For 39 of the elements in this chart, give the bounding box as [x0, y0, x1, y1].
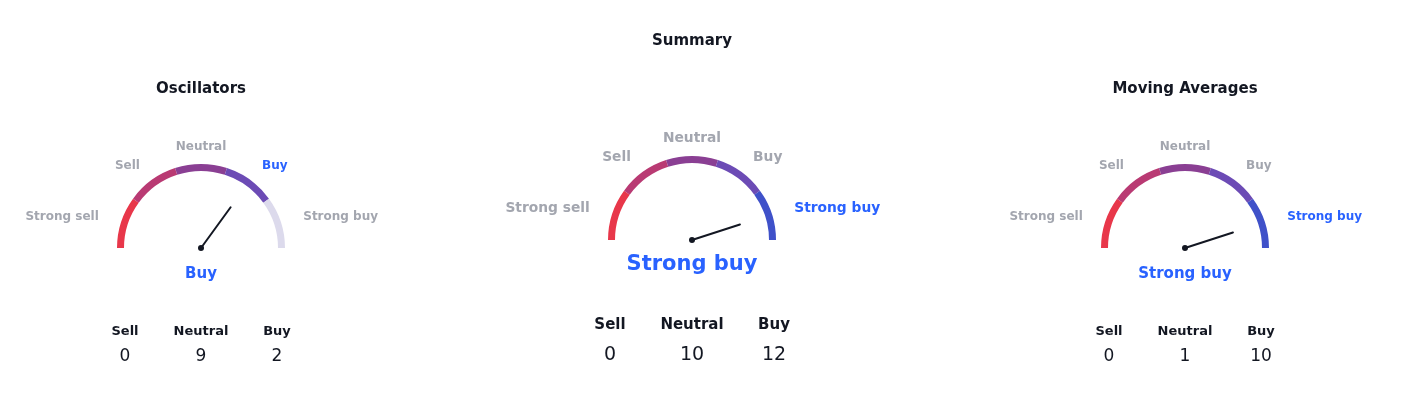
- category-label: Sell: [1095, 323, 1123, 338]
- slice-label: Neutral: [662, 129, 722, 145]
- data-label: 0: [119, 345, 131, 365]
- slice-label: Strong buy: [1287, 208, 1363, 223]
- chart-title: Oscillators: [156, 79, 247, 97]
- slice-label: Buy: [753, 148, 783, 165]
- data-label: 9: [195, 345, 207, 365]
- text: Strong buy: [1138, 264, 1232, 282]
- slice-label: Buy: [1246, 157, 1272, 172]
- category-label: Buy: [1247, 323, 1276, 338]
- category-label: Neutral: [660, 315, 724, 333]
- category-label: Neutral: [173, 323, 229, 338]
- text: Strong buy: [626, 251, 758, 275]
- slice-label: Strong sell: [1009, 208, 1083, 223]
- category-label: Sell: [111, 323, 139, 338]
- category-label: Sell: [594, 315, 626, 333]
- slice-label: Sell: [114, 157, 140, 172]
- data-label: 12: [761, 342, 787, 364]
- chart-title: Moving Averages: [1112, 79, 1258, 97]
- data-label: 0: [1103, 345, 1115, 365]
- slice-label: Strong sell: [505, 199, 590, 216]
- chart-title: Summary: [651, 31, 733, 49]
- data-label: 1: [1179, 345, 1191, 365]
- slice-label: Sell: [602, 148, 631, 165]
- data-label: 0: [603, 342, 617, 364]
- category-label: Neutral: [1157, 323, 1213, 338]
- data-label: 2: [271, 345, 283, 365]
- category-label: Buy: [263, 323, 292, 338]
- slice-label: Sell: [1098, 157, 1124, 172]
- data-label: 10: [679, 342, 705, 364]
- text: Buy: [185, 264, 217, 282]
- slice-label: Neutral: [175, 138, 227, 153]
- data-label: 10: [1250, 345, 1272, 365]
- slice-label: Strong buy: [303, 208, 379, 223]
- slice-label: Buy: [262, 157, 288, 172]
- category-label: Buy: [758, 315, 791, 333]
- slice-label: Strong sell: [25, 208, 99, 223]
- slice-label: Strong buy: [794, 199, 881, 216]
- slice-label: Neutral: [1159, 138, 1211, 153]
